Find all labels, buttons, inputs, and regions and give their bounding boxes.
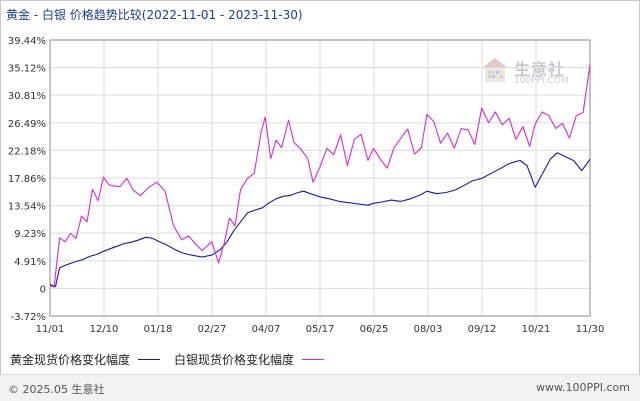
silver-series-line — [49, 64, 591, 288]
footer: © 2025.05 生意社 www.100PPI.com — [0, 374, 640, 401]
x-tick-label: 05/17 — [306, 324, 335, 335]
y-tick-label: 26.49% — [8, 119, 46, 130]
y-tick-label: 22.18% — [8, 146, 46, 157]
series-layer — [49, 64, 591, 288]
grid-layer — [49, 39, 591, 317]
x-tick-label: 04/07 — [252, 324, 281, 335]
y-tick-label: 0 — [40, 284, 46, 295]
watermark-name: 生意社 — [514, 60, 566, 79]
watermark: 生意社 100PPI.COM — [480, 56, 569, 88]
y-tick-label: 35.12% — [8, 64, 46, 75]
x-tick-label: 10/21 — [522, 324, 551, 335]
x-tick-label: 06/25 — [360, 324, 389, 335]
legend: 黄金现货价格变化幅度 白银现货价格变化幅度 — [10, 351, 338, 368]
x-tick-label: 11/30 — [576, 324, 605, 335]
plot-area — [49, 39, 591, 317]
y-tick-label: 39.44% — [8, 36, 46, 47]
tick-label-layer: 39.44% 35.12% 30.81% 26.49% 22.18% 17.86% 13.5… — [8, 36, 605, 335]
y-tick-label: 9.23% — [14, 229, 46, 240]
y-tick-label: 30.81% — [8, 91, 46, 102]
legend-item-gold: 黄金现货价格变化幅度 — [10, 351, 161, 368]
x-tick-label: 12/10 — [90, 324, 119, 335]
watermark-url: 100PPI.COM — [514, 76, 569, 86]
y-tick-label: 17.86% — [8, 174, 46, 185]
y-tick-label: -3.72% — [11, 312, 46, 323]
footer-site-link[interactable]: www.100PPI.com — [536, 381, 630, 394]
y-tick-label: 13.54% — [8, 202, 46, 213]
legend-label-silver: 白银现货价格变化幅度 — [174, 353, 295, 367]
chart-title: 黄金 - 白银 价格趋势比较(2022-11-01 - 2023-11-30) — [6, 8, 303, 22]
y-tick-label: 4.91% — [14, 257, 46, 268]
legend-swatch-silver — [302, 359, 325, 360]
x-tick-label: 02/27 — [198, 324, 227, 335]
legend-label-gold: 黄金现货价格变化幅度 — [10, 353, 131, 367]
legend-item-silver: 白银现货价格变化幅度 — [174, 351, 325, 368]
x-tick-label: 09/12 — [468, 324, 497, 335]
x-tick-label: 01/18 — [144, 324, 173, 335]
axis-layer — [49, 39, 591, 317]
legend-swatch-gold — [138, 359, 161, 360]
watermark-logo-icon — [482, 58, 508, 82]
x-tick-label: 11/01 — [36, 324, 65, 335]
x-tick-label: 08/03 — [414, 324, 443, 335]
gold-series-line — [49, 152, 591, 288]
footer-copyright: © 2025.05 生意社 — [8, 383, 105, 396]
